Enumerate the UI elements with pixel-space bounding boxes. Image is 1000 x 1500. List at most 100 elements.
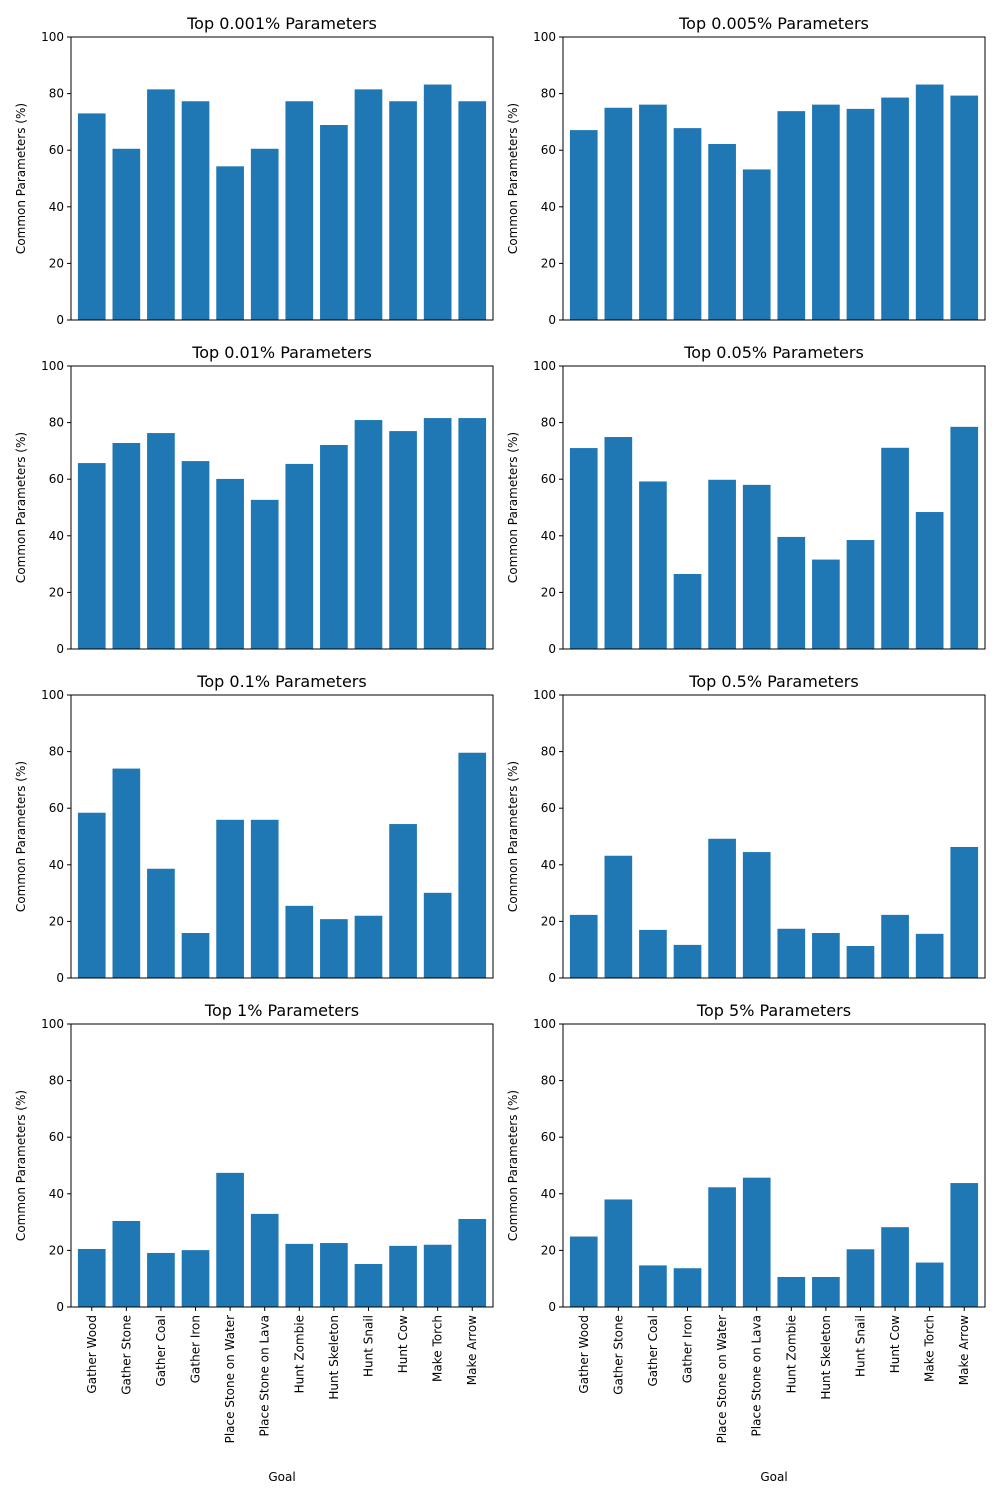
bar-make-torch [915, 512, 944, 649]
y-tick-label: 40 [49, 1187, 64, 1201]
y-tick-label: 80 [541, 416, 556, 430]
axes-frame [70, 694, 494, 979]
bar-place-stone-on-water [708, 143, 736, 320]
bar-place-stone-on-water [708, 479, 736, 649]
bar-hunt-snail [846, 946, 875, 978]
bar-hunt-zombie [777, 928, 806, 978]
x-tick-label: Gather Stone [119, 1315, 133, 1395]
bar-hunt-zombie [285, 463, 314, 649]
x-axis-label: Goal [268, 1470, 295, 1484]
x-tick-label: Make Arrow [465, 1315, 479, 1385]
y-tick-label: 40 [49, 858, 64, 872]
axes-frame [562, 1023, 986, 1308]
bar-hunt-skeleton [812, 933, 840, 978]
bar-make-arrow [458, 101, 487, 321]
bar-place-stone-on-water [216, 1172, 244, 1307]
bar-make-torch [915, 84, 944, 320]
x-tick-label: Place Stone on Water [223, 1315, 237, 1443]
y-axis-label: Common Parameters (%) [506, 432, 520, 583]
bar-gather-wood [77, 113, 106, 320]
bar-make-torch [423, 892, 452, 978]
bar-hunt-snail [846, 540, 875, 649]
chart-title: Top 0.001% Parameters [186, 14, 377, 33]
x-tick-label: Hunt Zombie [292, 1315, 306, 1393]
y-tick-label: 60 [49, 472, 64, 486]
bar-place-stone-on-water [216, 819, 244, 978]
y-tick-label: 20 [541, 1243, 556, 1257]
y-tick-label: 100 [533, 1017, 556, 1031]
bar-hunt-cow [389, 824, 417, 978]
chart-5: Top 0.1% Parameters 0 20 40 60 80 100 Common Pa… [14, 672, 494, 985]
bar-gather-stone [112, 1220, 141, 1307]
x-tick-label: Place Stone on Water [715, 1315, 729, 1443]
axes-frame [562, 36, 986, 321]
bar-place-stone-on-lava [742, 484, 771, 649]
bar-make-torch [915, 933, 944, 978]
bar-make-arrow [950, 95, 979, 320]
y-tick-label: 40 [541, 858, 556, 872]
bar-make-torch [915, 1262, 944, 1307]
bar-gather-coal [639, 481, 667, 649]
bar-hunt-skeleton [812, 559, 840, 649]
bar-gather-iron [673, 944, 702, 978]
bar-place-stone-on-lava [742, 1177, 771, 1307]
y-tick-label: 40 [49, 200, 64, 214]
bar-make-arrow [950, 1183, 979, 1307]
bar-hunt-cow [881, 97, 909, 320]
chart-3: Top 0.01% Parameters 0 20 40 60 80 100 Common P… [14, 343, 494, 656]
bar-hunt-snail [354, 89, 383, 320]
axes-frame [70, 365, 494, 650]
y-axis-label: Common Parameters (%) [14, 103, 28, 254]
y-tick-label: 40 [541, 1187, 556, 1201]
bar-place-stone-on-water [708, 1187, 736, 1307]
y-tick-label: 60 [541, 472, 556, 486]
y-tick-label: 60 [541, 801, 556, 815]
bar-hunt-skeleton [320, 125, 348, 320]
bar-gather-stone [604, 855, 633, 978]
y-tick-label: 20 [49, 914, 64, 928]
bar-gather-iron [181, 1250, 210, 1307]
chart-title: Top 0.05% Parameters [683, 343, 864, 362]
bar-gather-stone [112, 148, 141, 320]
bar-make-arrow [950, 426, 979, 649]
bar-gather-stone [112, 768, 141, 978]
chart-7: Top 1% Parameters 0 20 40 60 80 100 Common Para… [14, 1001, 494, 1484]
axes-frame [562, 365, 986, 650]
y-tick-label: 20 [49, 1243, 64, 1257]
y-axis-label: Common Parameters (%) [506, 103, 520, 254]
bar-make-arrow [458, 1218, 487, 1307]
y-tick-label: 20 [541, 256, 556, 270]
bar-gather-stone [604, 437, 633, 649]
axes-frame [70, 1023, 494, 1308]
y-tick-label: 80 [541, 745, 556, 759]
x-tick-label: Gather Wood [577, 1315, 591, 1394]
bar-hunt-zombie [285, 101, 314, 321]
bar-place-stone-on-water [708, 838, 736, 978]
chart-2: Top 0.005% Parameters 0 20 40 60 80 100 Common … [506, 14, 986, 327]
chart-title: Top 1% Parameters [204, 1001, 359, 1020]
bar-gather-iron [673, 574, 702, 649]
y-tick-label: 20 [49, 256, 64, 270]
bar-hunt-cow [389, 101, 417, 321]
y-axis-label: Common Parameters (%) [14, 1090, 28, 1241]
bar-place-stone-on-lava [742, 169, 771, 320]
y-axis-label: Common Parameters (%) [506, 761, 520, 912]
y-tick-label: 20 [541, 585, 556, 599]
y-tick-label: 40 [541, 529, 556, 543]
bar-gather-coal [147, 1252, 175, 1307]
bar-hunt-cow [389, 431, 417, 649]
x-tick-label: Gather Wood [85, 1315, 99, 1394]
y-tick-label: 60 [541, 1130, 556, 1144]
y-tick-label: 60 [541, 143, 556, 157]
bar-hunt-snail [354, 1263, 383, 1307]
y-tick-label: 0 [56, 642, 64, 656]
y-tick-label: 0 [56, 313, 64, 327]
y-tick-label: 80 [541, 87, 556, 101]
bar-make-torch [423, 1244, 452, 1307]
bar-hunt-skeleton [320, 444, 348, 649]
y-tick-label: 0 [548, 1300, 556, 1314]
y-tick-label: 0 [548, 971, 556, 985]
bar-hunt-cow [881, 1227, 909, 1307]
y-tick-label: 60 [49, 1130, 64, 1144]
